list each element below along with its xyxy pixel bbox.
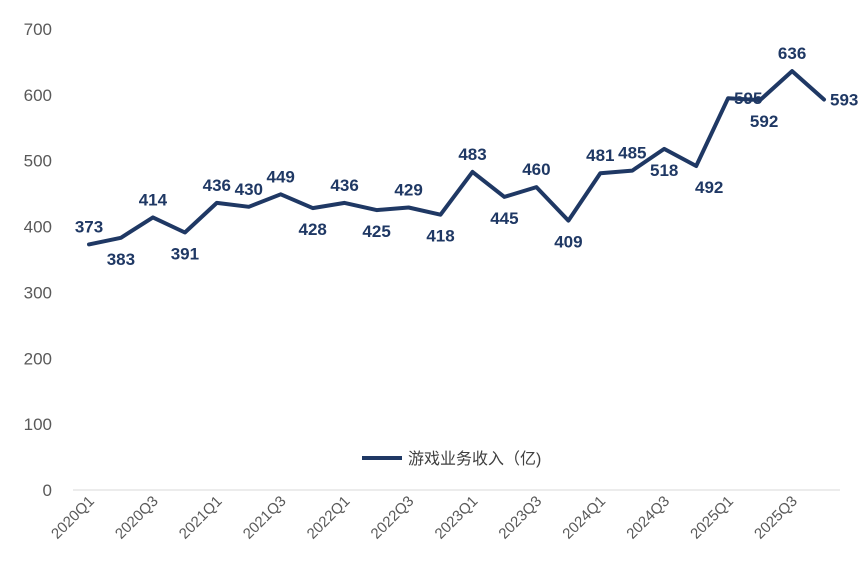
data-label: 430 <box>235 180 263 199</box>
x-tick-label: 2024Q3 <box>623 493 673 543</box>
x-axis: 2020Q1 2020Q3 2021Q1 2021Q3 2022Q1 2022Q3 2023… <box>48 493 801 543</box>
legend: 游戏业务收入（亿) <box>362 450 541 468</box>
y-tick-label: 0 <box>43 481 52 500</box>
y-tick-label: 100 <box>24 415 52 434</box>
x-tick-label: 2020Q3 <box>112 493 162 543</box>
x-tick-label: 2022Q3 <box>368 493 418 543</box>
data-label: 409 <box>554 233 582 252</box>
series-group <box>87 69 826 247</box>
series-line <box>87 69 826 247</box>
data-label: 391 <box>171 245 199 264</box>
data-label: 425 <box>362 222 390 241</box>
data-label: 460 <box>522 160 550 179</box>
x-tick-label: 2021Q3 <box>240 493 290 543</box>
x-tick-label: 2025Q3 <box>751 493 801 543</box>
y-tick-label: 600 <box>24 86 52 105</box>
data-label: 483 <box>458 145 486 164</box>
x-tick-label: 2025Q1 <box>687 493 737 543</box>
y-tick-label: 500 <box>24 152 52 171</box>
y-axis: 0 100 200 300 400 500 600 700 <box>24 20 52 500</box>
data-label: 592 <box>750 112 778 131</box>
y-tick-label: 300 <box>24 283 52 302</box>
data-label: 428 <box>299 220 327 239</box>
data-label: 492 <box>695 178 723 197</box>
x-tick-label: 2023Q1 <box>432 493 482 543</box>
y-tick-label: 400 <box>24 218 52 237</box>
data-label: 636 <box>778 44 806 63</box>
data-label: 414 <box>139 190 168 209</box>
data-label: 449 <box>267 167 295 186</box>
legend-label: 游戏业务收入（亿) <box>408 450 541 468</box>
x-tick-label: 2020Q1 <box>48 493 98 543</box>
data-label: 418 <box>426 227 454 246</box>
y-tick-label: 200 <box>24 349 52 368</box>
data-label: 429 <box>394 181 422 200</box>
data-label: 373 <box>75 217 103 236</box>
data-label: 595 <box>734 89 762 108</box>
x-tick-label: 2021Q1 <box>176 493 226 543</box>
x-tick-label: 2024Q1 <box>559 493 609 543</box>
x-tick-label: 2022Q1 <box>304 493 354 543</box>
data-label: 445 <box>490 209 518 228</box>
data-label: 593 <box>830 91 858 110</box>
data-label: 383 <box>107 250 135 269</box>
data-label: 518 <box>650 161 678 180</box>
data-label: 485 <box>618 144 646 163</box>
data-label: 436 <box>330 176 358 195</box>
data-label: 436 <box>203 176 231 195</box>
y-tick-label: 700 <box>24 20 52 39</box>
x-tick-label: 2023Q3 <box>495 493 545 543</box>
data-label: 481 <box>586 146 614 165</box>
